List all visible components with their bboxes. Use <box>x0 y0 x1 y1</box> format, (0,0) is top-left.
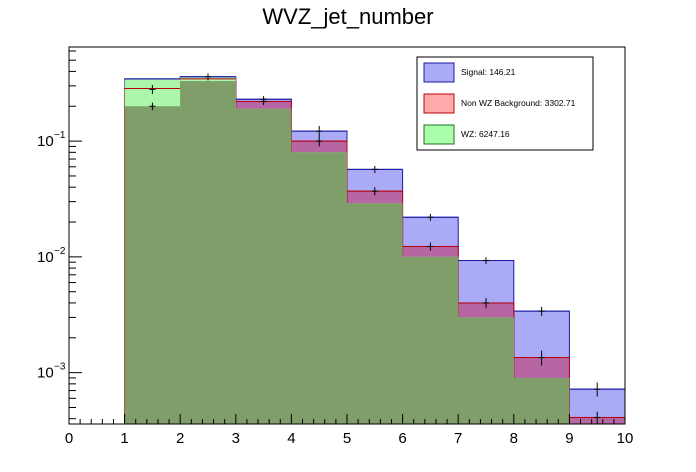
legend-label-non-wz-background: Non WZ Background: 3302.71 <box>461 98 576 108</box>
x-tick-label-10: 10 <box>617 430 634 447</box>
bar-wz-bin-3 <box>235 108 292 425</box>
bar-wz-bin-8 <box>513 377 570 424</box>
legend-swatch-signal <box>423 62 455 83</box>
x-tick-label-3: 3 <box>232 430 240 447</box>
error-bars <box>149 73 601 424</box>
y-tick-label-base-0: 10 <box>37 133 54 150</box>
y-tick-label-base-2: 10 <box>37 365 54 382</box>
bar-wz-bin-1 <box>124 106 181 424</box>
bar-wz-bin-7 <box>458 317 514 424</box>
bar-wz-bin-6 <box>402 256 459 424</box>
x-tick-label-9: 9 <box>565 430 573 447</box>
x-tick-label-5: 5 <box>343 430 351 447</box>
x-tick-label-4: 4 <box>287 430 295 447</box>
legend: Signal: 146.21 Non WZ Background: 3302.71… <box>416 56 594 151</box>
legend-swatch-wz <box>423 124 455 145</box>
y-tick-label-exponent-1: −2 <box>54 246 66 257</box>
bar-wz-bin-4 <box>291 152 347 425</box>
histogram-bars <box>69 76 626 425</box>
bar-wz-bin-5 <box>347 203 403 424</box>
x-tick-label-8: 8 <box>510 430 518 447</box>
chart-title: WVZ_jet_number <box>262 4 433 29</box>
x-tick-label-1: 1 <box>120 430 128 447</box>
x-tick-label-2: 2 <box>176 430 184 447</box>
x-tick-label-6: 6 <box>398 430 406 447</box>
y-tick-label-exponent-0: −1 <box>54 130 66 141</box>
x-tick-label-0: 0 <box>65 430 73 447</box>
x-tick-label-7: 7 <box>454 430 462 447</box>
legend-label-wz: WZ: 6247.16 <box>461 129 510 139</box>
legend-swatch-non-wz-background <box>423 93 455 114</box>
y-axis: 10−110−210−3 <box>37 50 82 420</box>
y-tick-label-exponent-2: −3 <box>54 362 66 373</box>
y-tick-label-base-1: 10 <box>37 249 54 266</box>
legend-label-signal: Signal: 146.21 <box>461 67 516 77</box>
bar-wz-bin-2 <box>180 81 236 425</box>
